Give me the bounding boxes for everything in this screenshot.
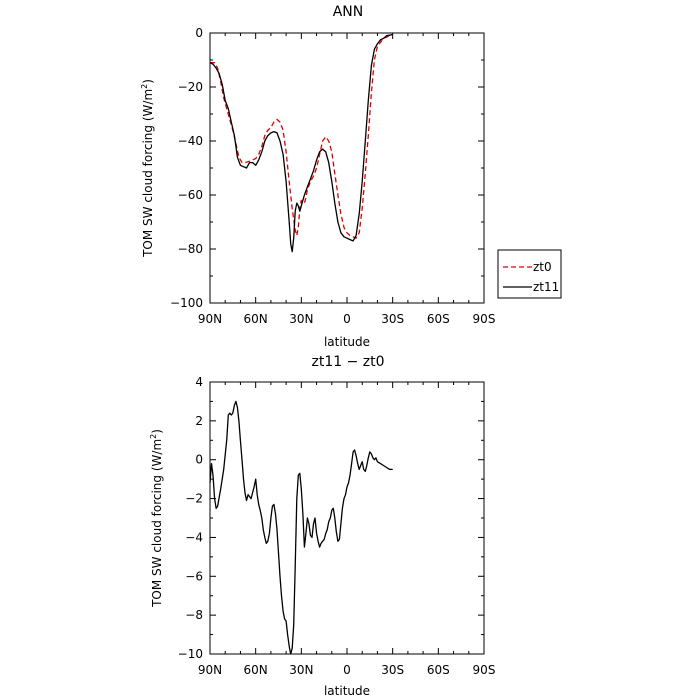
top-title: ANN bbox=[333, 4, 364, 20]
top-y-tick-label: 0 bbox=[195, 26, 203, 40]
top-x-tick-label: 0 bbox=[343, 312, 351, 326]
top-x-tick-label: 30N bbox=[289, 312, 313, 326]
bottom-y-axis-label-main: TOM SW cloud forcing (W/m bbox=[150, 439, 164, 608]
bottom-y-tick-label: −8 bbox=[185, 608, 203, 622]
bottom-x-tick-label: 60N bbox=[244, 663, 268, 677]
bottom-y-tick-labels: 4 2 0 −2 −4 −6 −8 −10 bbox=[178, 375, 203, 661]
bottom-x-tick-label: 30N bbox=[289, 663, 313, 677]
bottom-x-axis-label: latitude bbox=[324, 684, 370, 698]
bottom-series bbox=[209, 400, 393, 655]
bottom-y-tick-label: 4 bbox=[195, 375, 203, 389]
top-x-tick-label: 90S bbox=[473, 312, 496, 326]
bottom-plot-frame bbox=[209, 381, 485, 655]
bottom-panel: zt11 − zt0 90N 60N 30N 0 30S 60S 90S 4 2 0 −2 −4 −6… bbox=[149, 354, 495, 698]
top-axis-ticks bbox=[209, 32, 485, 304]
bottom-y-tick-label: −10 bbox=[178, 647, 203, 661]
top-x-axis-label: latitude bbox=[324, 335, 370, 349]
top-series bbox=[209, 33, 393, 253]
top-y-tick-label: −60 bbox=[178, 188, 203, 202]
bottom-x-tick-label: 60S bbox=[427, 663, 450, 677]
bottom-y-axis-label-sup: 2 bbox=[149, 434, 158, 439]
bottom-y-tick-label: 2 bbox=[195, 414, 203, 428]
bottom-y-tick-label: 0 bbox=[195, 453, 203, 467]
bottom-x-tick-label: 90S bbox=[473, 663, 496, 677]
bottom-x-tick-label: 30S bbox=[381, 663, 404, 677]
top-y-axis-label-sup: 2 bbox=[140, 84, 149, 89]
bottom-y-axis-label-end: ) bbox=[150, 429, 164, 434]
bottom-x-tick-labels: 90N 60N 30N 0 30S 60S 90S bbox=[198, 663, 496, 677]
top-series-line-zt11 bbox=[209, 33, 393, 253]
top-x-tick-label: 30S bbox=[381, 312, 404, 326]
top-x-tick-label: 90N bbox=[198, 312, 222, 326]
top-y-tick-label: −40 bbox=[178, 134, 203, 148]
top-x-tick-labels: 90N 60N 30N 0 30S 60S 90S bbox=[198, 312, 496, 326]
top-x-tick-label: 60N bbox=[244, 312, 268, 326]
top-y-tick-labels: 0 −20 −40 −60 −80 −100 bbox=[170, 26, 203, 310]
top-y-axis-label: TOM SW cloud forcing (W/m2) bbox=[140, 79, 155, 258]
bottom-y-tick-label: −6 bbox=[185, 569, 203, 583]
legend: zt0 zt11 bbox=[497, 249, 562, 299]
legend-label-zt11: zt11 bbox=[533, 280, 559, 294]
top-panel: ANN 90N 60N 30N 0 30S 60S 90S 0 −20 −40 −60 −80 −10… bbox=[140, 4, 562, 349]
bottom-y-tick-label: −2 bbox=[185, 492, 203, 506]
bottom-title: zt11 − zt0 bbox=[311, 354, 384, 370]
bottom-axis-ticks bbox=[209, 381, 485, 655]
top-y-axis-label-main: TOM SW cloud forcing (W/m bbox=[141, 89, 155, 258]
top-x-tick-label: 60S bbox=[427, 312, 450, 326]
top-y-tick-label: −100 bbox=[170, 296, 203, 310]
top-y-tick-label: −20 bbox=[178, 80, 203, 94]
bottom-series-line-0 bbox=[209, 400, 393, 655]
bottom-x-tick-label: 90N bbox=[198, 663, 222, 677]
legend-label-zt0: zt0 bbox=[533, 260, 552, 274]
legend-box bbox=[497, 249, 562, 299]
top-plot-frame bbox=[209, 32, 485, 304]
bottom-x-tick-label: 0 bbox=[343, 663, 351, 677]
top-y-axis-label-end: ) bbox=[141, 79, 155, 84]
bottom-y-axis-label: TOM SW cloud forcing (W/m2) bbox=[149, 429, 164, 608]
top-y-tick-label: −80 bbox=[178, 242, 203, 256]
bottom-y-tick-label: −4 bbox=[185, 530, 203, 544]
